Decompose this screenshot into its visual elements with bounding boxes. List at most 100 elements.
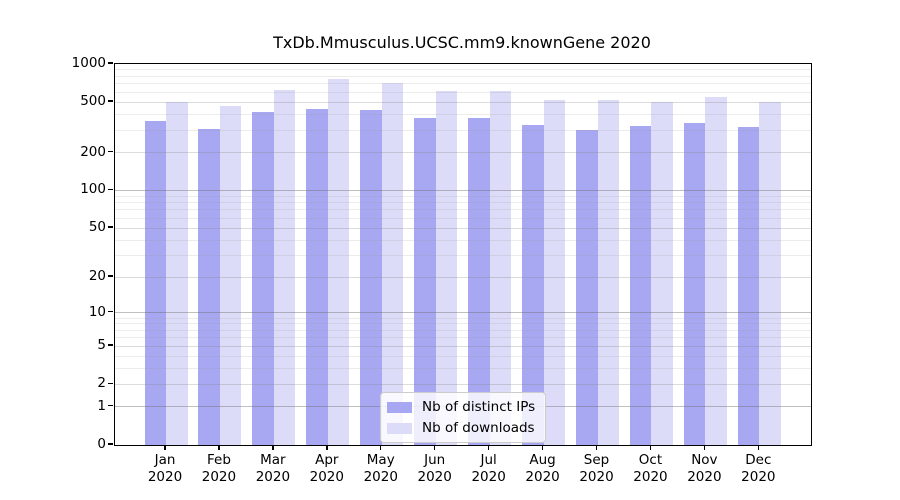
y-axis-tick-mark bbox=[108, 443, 113, 445]
bar-downloads bbox=[219, 105, 242, 445]
bar-distinct-ips bbox=[629, 126, 652, 445]
x-axis-tick-mark bbox=[272, 445, 274, 451]
x-axis-tick-label: Nov 2020 bbox=[687, 452, 722, 485]
x-axis-tick-mark bbox=[703, 445, 706, 451]
y-axis-tick-mark bbox=[108, 275, 113, 277]
x-axis-tick-mark bbox=[326, 445, 328, 451]
bar-distinct-ips bbox=[737, 126, 760, 445]
y-axis-tick-label: 100 bbox=[80, 181, 106, 198]
legend-item-distinct-ips: Nb of distinct IPs bbox=[387, 399, 535, 415]
x-axis-tick-label: Dec 2020 bbox=[741, 452, 776, 485]
gridline bbox=[115, 337, 811, 339]
gridline bbox=[115, 323, 811, 325]
gridline bbox=[115, 329, 811, 331]
x-axis-tick-label: Apr 2020 bbox=[309, 452, 344, 485]
bar-distinct-ips bbox=[144, 120, 166, 445]
gridline bbox=[115, 217, 811, 219]
gridline bbox=[115, 383, 811, 385]
y-axis-tick-mark bbox=[108, 62, 113, 64]
chart-title: TxDb.Mmusculus.UCSC.mm9.knownGene 2020 bbox=[273, 33, 651, 52]
gridline bbox=[115, 202, 811, 204]
gridline bbox=[115, 368, 811, 370]
gridline bbox=[115, 209, 811, 211]
x-axis-tick-label: Aug 2020 bbox=[525, 452, 560, 485]
y-axis-tick-mark bbox=[108, 382, 113, 385]
x-axis-tick-label: May 2020 bbox=[363, 452, 398, 485]
y-axis-tick-label: 0 bbox=[97, 436, 106, 452]
gridline bbox=[115, 69, 811, 71]
y-axis-tick-mark bbox=[108, 226, 113, 228]
gridline bbox=[115, 239, 811, 241]
plot-canvas bbox=[115, 64, 811, 445]
x-axis-tick-mark bbox=[649, 445, 652, 451]
y-axis-tick-label: 10 bbox=[88, 303, 106, 320]
legend-label-downloads: Nb of downloads bbox=[422, 420, 535, 436]
x-axis-tick-label: Jan 2020 bbox=[147, 452, 183, 485]
bar-downloads bbox=[489, 91, 512, 445]
y-axis-tick-label: 1 bbox=[97, 397, 106, 414]
gridline bbox=[115, 129, 811, 131]
gridline bbox=[115, 113, 811, 115]
bar-downloads bbox=[759, 102, 781, 445]
legend-item-downloads: Nb of downloads bbox=[387, 420, 535, 436]
bar-downloads bbox=[435, 91, 458, 445]
bar-distinct-ips bbox=[252, 112, 274, 445]
gridline bbox=[115, 276, 811, 278]
x-axis-tick-mark bbox=[595, 445, 598, 451]
y-axis-tick-mark bbox=[108, 150, 113, 153]
x-axis-tick-mark bbox=[434, 445, 436, 451]
bar-distinct-ips bbox=[198, 129, 220, 445]
y-axis-tick-label: 20 bbox=[88, 268, 106, 285]
bar-downloads bbox=[327, 78, 350, 445]
bar-distinct-ips bbox=[360, 109, 382, 445]
bar-distinct-ips bbox=[306, 109, 328, 445]
bar-distinct-ips bbox=[468, 118, 490, 445]
legend-label-distinct-ips: Nb of distinct IPs bbox=[422, 399, 536, 415]
y-axis-tick-mark bbox=[108, 344, 113, 346]
bar-downloads bbox=[543, 99, 566, 445]
y-axis-tick-label: 2 bbox=[97, 375, 106, 392]
y-axis-tick-mark bbox=[108, 311, 113, 313]
bar-distinct-ips bbox=[522, 125, 544, 445]
x-axis-tick-label: Feb 2020 bbox=[201, 452, 237, 485]
legend-swatch-distinct-ips bbox=[387, 401, 412, 413]
gridline bbox=[115, 83, 811, 85]
x-axis-tick-mark bbox=[218, 445, 220, 451]
gridline bbox=[115, 189, 811, 191]
x-axis-tick-label: Jun 2020 bbox=[417, 452, 452, 485]
bar-downloads bbox=[651, 102, 673, 445]
x-axis-tick-mark bbox=[757, 445, 760, 451]
gridline bbox=[115, 152, 811, 154]
x-axis-tick-mark bbox=[487, 445, 490, 451]
bar-downloads bbox=[166, 102, 188, 445]
y-axis-tick-label: 1000 bbox=[71, 55, 106, 71]
gridline bbox=[115, 91, 811, 93]
x-axis-tick-mark bbox=[380, 445, 382, 451]
y-axis-tick-mark bbox=[108, 100, 113, 102]
bar-distinct-ips bbox=[576, 129, 598, 445]
gridline bbox=[115, 355, 811, 357]
bar-downloads bbox=[597, 99, 620, 445]
gridline bbox=[115, 345, 811, 347]
x-axis-tick-label: Oct 2020 bbox=[633, 452, 668, 485]
gridline bbox=[115, 255, 811, 257]
legend: Nb of distinct IPs Nb of downloads bbox=[380, 392, 547, 443]
y-axis-tick-label: 500 bbox=[80, 93, 106, 110]
x-axis-tick-mark bbox=[164, 445, 166, 451]
bar-distinct-ips bbox=[683, 122, 706, 445]
x-axis-tick-mark bbox=[541, 445, 544, 451]
gridline bbox=[115, 101, 811, 103]
bar-distinct-ips bbox=[414, 118, 436, 445]
y-axis-tick-mark bbox=[108, 405, 113, 407]
gridline bbox=[115, 75, 811, 77]
x-axis-tick-label: Jul 2020 bbox=[471, 452, 506, 485]
gridline bbox=[115, 227, 811, 229]
y-axis-tick-label: 5 bbox=[97, 337, 106, 354]
gridline bbox=[115, 195, 811, 197]
y-axis-tick-label: 50 bbox=[88, 219, 106, 236]
y-axis-tick-mark bbox=[108, 188, 113, 191]
plot-area bbox=[114, 63, 812, 446]
bar-downloads bbox=[705, 96, 727, 445]
gridline bbox=[115, 317, 811, 319]
